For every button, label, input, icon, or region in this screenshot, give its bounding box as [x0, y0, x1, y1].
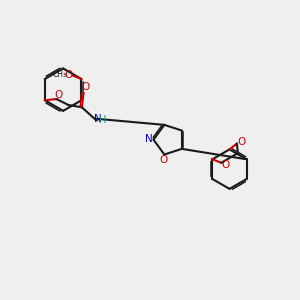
Text: CH₃: CH₃: [53, 70, 67, 79]
Text: O: O: [221, 160, 230, 170]
Text: O: O: [81, 82, 89, 92]
Text: O: O: [237, 137, 245, 147]
Text: O: O: [160, 155, 168, 165]
Text: N: N: [145, 134, 152, 143]
Text: O: O: [65, 70, 73, 80]
Text: O: O: [54, 90, 62, 100]
Text: N: N: [94, 114, 102, 124]
Text: H: H: [99, 115, 107, 125]
